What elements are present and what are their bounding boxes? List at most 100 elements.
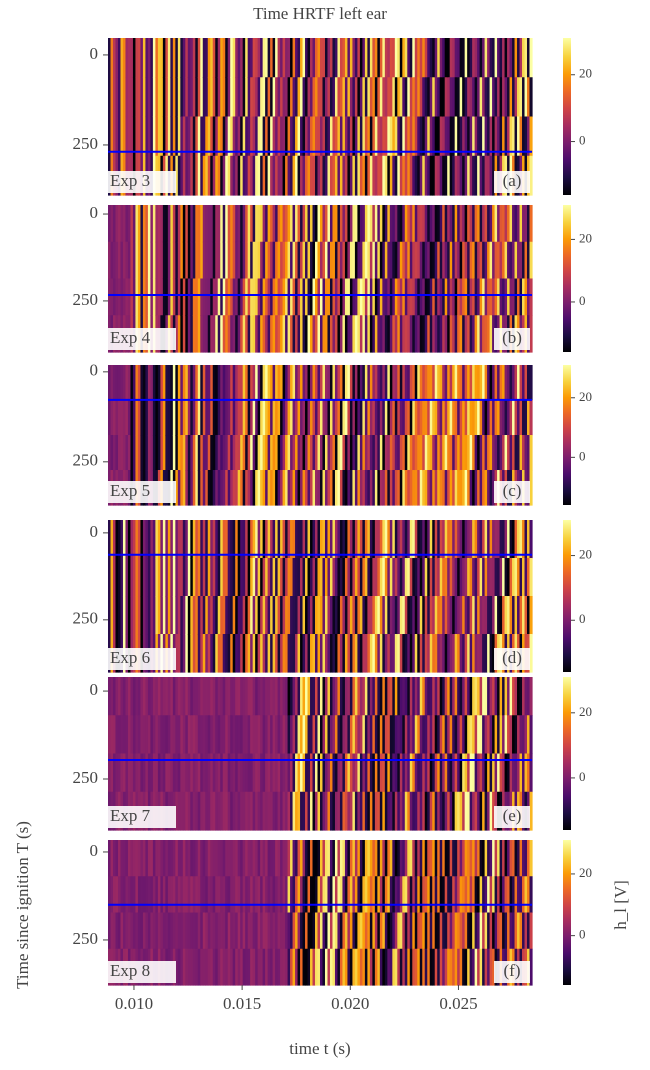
heatmap-cell	[237, 365, 241, 401]
heatmap-cell	[494, 520, 498, 559]
heatmap	[108, 677, 533, 831]
heatmap-cell	[377, 116, 381, 157]
heatmap-cell	[247, 205, 251, 243]
heatmap-cell	[407, 948, 411, 986]
heatmap-cell	[409, 38, 413, 78]
heatmap-cell	[195, 634, 199, 673]
heatmap-cell	[312, 912, 316, 950]
heatmap-cell	[245, 77, 249, 118]
heatmap-cell	[367, 753, 371, 793]
heatmap-cell	[237, 435, 241, 471]
heatmap-cell	[464, 948, 468, 986]
heatmap-cell	[217, 116, 221, 157]
heatmap-cell	[397, 470, 401, 506]
heatmap-cell	[140, 400, 144, 436]
heatmap-cell	[250, 876, 254, 914]
heatmap-cell	[407, 205, 411, 243]
heatmap-cell	[122, 278, 127, 316]
heatmap-cell	[367, 278, 371, 316]
heatmap-cell	[202, 38, 206, 78]
heatmap-cell	[210, 435, 214, 471]
heatmap-cell	[422, 77, 426, 118]
heatmap-cell	[429, 634, 433, 673]
heatmap-cell	[442, 400, 446, 436]
heatmap-cell	[297, 38, 301, 78]
heatmap-cell	[399, 912, 403, 950]
heatmap-cell	[509, 116, 513, 157]
heatmap-cell	[479, 278, 483, 316]
heatmap-cell	[457, 715, 461, 755]
heatmap-cell	[252, 38, 256, 78]
heatmap-cell	[367, 634, 371, 673]
heatmap-cell	[377, 365, 381, 401]
heatmap-cell	[152, 435, 156, 471]
heatmap-cell	[367, 520, 371, 559]
heatmap-cell	[427, 840, 431, 877]
heatmap-cell	[429, 315, 433, 353]
heatmap-cell	[452, 791, 456, 831]
heatmap-cell	[322, 715, 326, 755]
heatmap-cell	[529, 435, 533, 471]
heatmap-cell	[215, 315, 219, 353]
heatmap-cell	[165, 38, 169, 78]
heatmap-cell	[384, 558, 388, 597]
heatmap-cell	[464, 315, 468, 353]
heatmap-cell	[477, 241, 481, 280]
heatmap-cell	[484, 77, 488, 118]
heatmap-cell	[192, 241, 196, 280]
heatmap-cell	[247, 753, 251, 793]
heatmap-cell	[247, 948, 251, 986]
heatmap-cell	[439, 753, 443, 793]
heatmap-cell	[507, 435, 511, 471]
heatmap-cell	[197, 77, 201, 118]
heatmap-cell	[275, 470, 279, 506]
heatmap-cell	[489, 435, 493, 471]
heatmap-cell	[160, 715, 164, 755]
heatmap-cell	[514, 205, 518, 243]
heatmap-cell	[225, 840, 229, 877]
heatmap-cell	[110, 912, 114, 950]
heatmap-cell	[492, 38, 496, 78]
heatmap-cell	[182, 596, 186, 635]
heatmap-cell	[389, 520, 393, 559]
heatmap-cell	[422, 435, 426, 471]
heatmap-cell	[240, 315, 244, 353]
heatmap-cell	[225, 520, 229, 559]
heatmap-cell	[444, 400, 448, 436]
heatmap-cell	[519, 435, 523, 471]
heatmap-cell	[262, 753, 266, 793]
heatmap-cell	[240, 435, 244, 471]
heatmap-cell	[504, 365, 508, 401]
heatmap-cell	[207, 520, 211, 559]
heatmap-cell	[167, 435, 171, 471]
heatmap-cell	[489, 840, 493, 877]
heatmap-cell	[290, 241, 294, 280]
heatmap-cell	[187, 470, 191, 506]
heatmap-cell	[484, 948, 488, 986]
heatmap-cell	[247, 470, 251, 506]
heatmap-cell	[277, 912, 281, 950]
heatmap-cell	[424, 677, 428, 716]
heatmap-cell	[337, 876, 341, 914]
heatmap-cell	[320, 116, 324, 157]
heatmap-cell	[344, 155, 349, 196]
heatmap-cell	[354, 948, 359, 986]
heatmap-cell	[372, 315, 376, 353]
heatmap-cell	[292, 791, 296, 831]
heatmap-cell	[310, 205, 314, 243]
heatmap-cell	[222, 278, 226, 316]
heatmap-cell	[469, 596, 473, 635]
heatmap-cell	[262, 470, 266, 506]
heatmap-cell	[382, 315, 386, 353]
heatmap-cell	[262, 315, 266, 353]
heatmap-cell	[292, 948, 296, 986]
heatmap-cell	[394, 948, 398, 986]
heatmap-cell	[424, 470, 428, 506]
heatmap-cell	[324, 791, 329, 831]
heatmap-cell	[172, 558, 176, 597]
heatmap-cell	[434, 278, 438, 316]
heatmap-cell	[434, 753, 438, 793]
heatmap-cell	[195, 520, 199, 559]
heatmap-cell	[290, 840, 294, 877]
heatmap-cell	[205, 365, 209, 401]
